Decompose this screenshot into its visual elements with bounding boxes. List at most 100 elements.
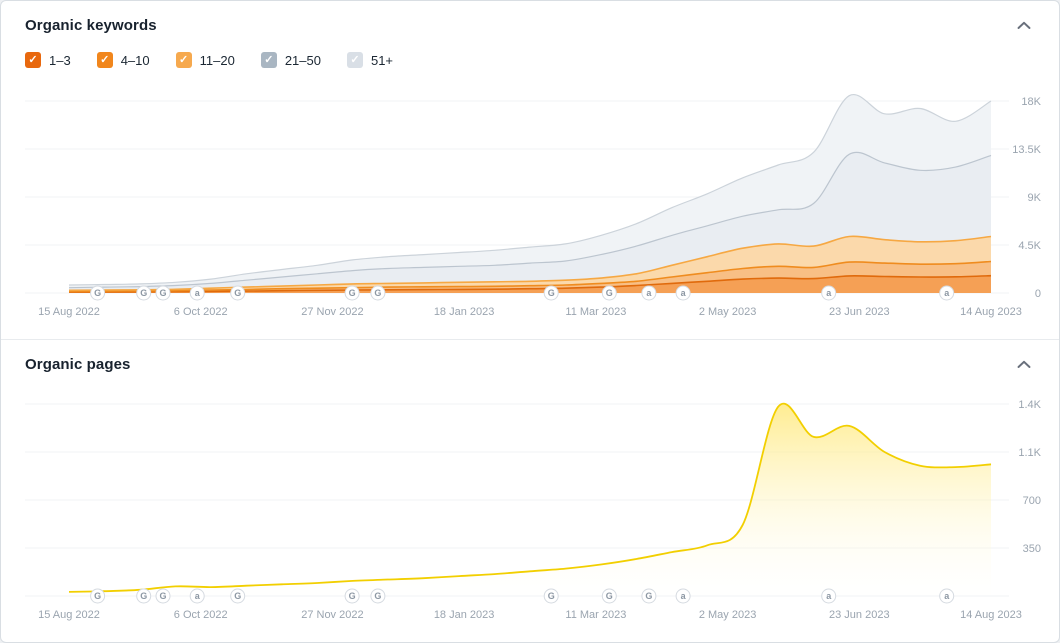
marker-letter: G <box>159 288 166 298</box>
google-update-marker[interactable]: G <box>370 588 386 604</box>
position-range-checkbox[interactable]: ✓ <box>25 52 41 68</box>
legend-item-4-10[interactable]: ✓ 4–10 <box>96 52 150 68</box>
marker-circle[interactable] <box>155 588 171 604</box>
marker-circle[interactable] <box>821 588 837 604</box>
position-range-checkbox[interactable]: ✓ <box>175 52 192 68</box>
series-line-21–50 <box>68 151 992 289</box>
legend-item-1-3[interactable]: ✓ 1–3 <box>25 52 71 68</box>
chevron-up-icon <box>1017 360 1031 368</box>
series-line-4–10 <box>68 260 992 293</box>
x-axis-label: 14 Aug 2023 <box>960 609 1022 621</box>
marker-circle[interactable] <box>189 285 205 301</box>
marker-circle[interactable] <box>136 285 152 301</box>
google-update-marker[interactable]: G <box>90 588 106 604</box>
x-axis-label: 11 Mar 2023 <box>565 306 626 318</box>
google-update-marker[interactable]: G <box>136 588 152 604</box>
google-update-marker[interactable]: G <box>641 588 657 604</box>
y-axis-label: 1.4K <box>1018 399 1041 411</box>
site-event-marker[interactable]: a <box>189 285 205 301</box>
legend-label: 21–50 <box>284 52 321 68</box>
y-axis-label: 18K <box>1021 96 1041 108</box>
marker-circle[interactable] <box>230 588 246 604</box>
marker-letter: G <box>234 288 241 298</box>
marker-circle[interactable] <box>344 588 360 604</box>
marker-circle[interactable] <box>939 588 955 604</box>
google-update-marker[interactable]: G <box>136 285 152 301</box>
marker-circle[interactable] <box>90 285 106 301</box>
position-range-checkbox[interactable]: ✓ <box>260 52 277 68</box>
x-axis-label: 2 May 2023 <box>699 306 756 318</box>
site-event-marker[interactable]: a <box>189 588 205 604</box>
position-range-checkbox[interactable]: ✓ <box>96 52 113 68</box>
marker-circle[interactable] <box>543 285 559 301</box>
google-update-marker[interactable]: G <box>90 285 106 301</box>
panel-title: Organic keywords <box>25 17 157 34</box>
organic-pages-panel: Organic pages 1.4K 1.1K 700 350 15 Aug 2022 6… <box>1 339 1059 642</box>
marker-letter: G <box>645 591 652 601</box>
marker-circle[interactable] <box>189 588 205 604</box>
marker-circle[interactable] <box>641 588 657 604</box>
marker-circle[interactable] <box>155 285 171 301</box>
site-event-marker[interactable]: a <box>821 588 837 604</box>
marker-letter: G <box>234 591 241 601</box>
site-event-marker[interactable]: a <box>821 285 837 301</box>
google-update-marker[interactable]: G <box>601 588 617 604</box>
legend-item-11-20[interactable]: ✓ 11–20 <box>175 52 235 68</box>
marker-circle[interactable] <box>543 588 559 604</box>
google-update-marker[interactable]: G <box>155 588 171 604</box>
legend-label: 4–10 <box>120 52 150 68</box>
x-axis-label: 14 Aug 2023 <box>960 306 1022 318</box>
x-axis-label: 23 Jun 2023 <box>829 609 890 621</box>
x-axis-label: 15 Aug 2022 <box>38 609 100 621</box>
marker-circle[interactable] <box>370 588 386 604</box>
marker-letter: a <box>826 591 832 601</box>
series-area-1–3 <box>69 275 991 293</box>
marker-letter: G <box>349 591 356 601</box>
site-event-marker[interactable]: a <box>939 588 955 604</box>
legend-item-21-50[interactable]: ✓ 21–50 <box>260 52 321 68</box>
collapse-button[interactable] <box>1013 19 1035 32</box>
site-event-marker[interactable]: a <box>939 285 955 301</box>
marker-circle[interactable] <box>230 285 246 301</box>
marker-circle[interactable] <box>601 588 617 604</box>
marker-letter: G <box>140 591 147 601</box>
x-axis-label: 6 Oct 2022 <box>174 609 228 621</box>
google-update-marker[interactable]: G <box>543 588 559 604</box>
marker-circle[interactable] <box>675 588 691 604</box>
marker-circle[interactable] <box>601 285 617 301</box>
marker-circle[interactable] <box>675 285 691 301</box>
google-update-marker[interactable]: G <box>543 285 559 301</box>
x-axis-label: 6 Oct 2022 <box>174 306 228 318</box>
google-update-marker[interactable]: G <box>155 285 171 301</box>
marker-circle[interactable] <box>821 285 837 301</box>
x-axis-label: 23 Jun 2023 <box>829 306 890 318</box>
google-update-marker[interactable]: G <box>344 285 360 301</box>
google-update-marker[interactable]: G <box>370 285 386 301</box>
google-update-marker[interactable]: G <box>344 588 360 604</box>
marker-circle[interactable] <box>939 285 955 301</box>
position-range-checkbox[interactable]: ✓ <box>346 52 363 68</box>
organic-pages-chart: 1.4K 1.1K 700 350 15 Aug 2022 6 Oct 2022 27 No… <box>25 399 1042 621</box>
marker-circle[interactable] <box>344 285 360 301</box>
site-event-marker[interactable]: a <box>675 285 691 301</box>
google-update-marker[interactable]: G <box>230 588 246 604</box>
marker-letter: G <box>606 591 613 601</box>
marker-circle[interactable] <box>370 285 386 301</box>
marker-circle[interactable] <box>641 285 657 301</box>
marker-circle[interactable] <box>90 588 106 604</box>
site-event-marker[interactable]: a <box>675 588 691 604</box>
marker-letter: a <box>944 591 950 601</box>
panel-title: Organic pages <box>25 356 131 373</box>
legend-item-51+[interactable]: ✓ 51+ <box>346 52 393 68</box>
organic-keywords-panel: Organic keywords ✓ 1–3 ✓ 4–10 ✓ 11–20 ✓ 21–50 ✓ 5… <box>1 1 1059 339</box>
google-update-marker[interactable]: G <box>230 285 246 301</box>
google-update-marker[interactable]: G <box>601 285 617 301</box>
marker-circle[interactable] <box>136 588 152 604</box>
collapse-button[interactable] <box>1013 358 1035 371</box>
marker-letter: a <box>681 591 687 601</box>
y-axis-label: 0 <box>1035 288 1041 300</box>
chevron-up-icon <box>1017 21 1031 29</box>
site-event-marker[interactable]: a <box>641 285 657 301</box>
marker-letter: a <box>646 288 652 298</box>
